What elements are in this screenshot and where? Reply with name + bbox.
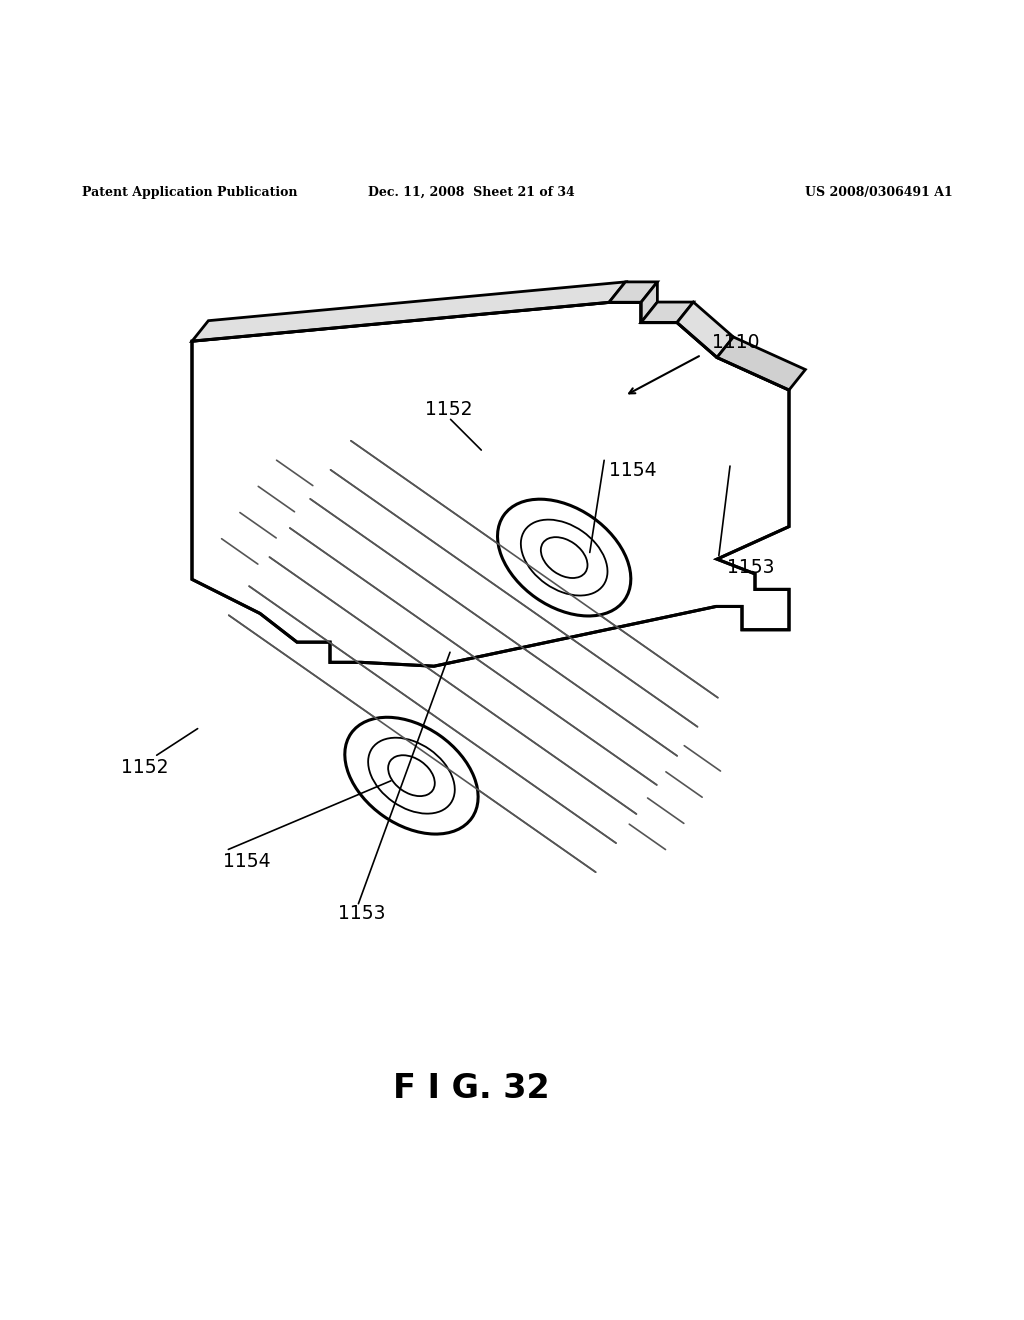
Text: Dec. 11, 2008  Sheet 21 of 34: Dec. 11, 2008 Sheet 21 of 34 (368, 186, 574, 198)
Text: 1153: 1153 (727, 558, 774, 577)
Text: F I G. 32: F I G. 32 (393, 1072, 549, 1105)
Ellipse shape (498, 499, 631, 616)
Text: 1152: 1152 (425, 400, 472, 418)
Polygon shape (677, 302, 733, 358)
Text: US 2008/0306491 A1: US 2008/0306491 A1 (805, 186, 952, 198)
Text: 1154: 1154 (223, 853, 271, 871)
Text: 1153: 1153 (338, 904, 385, 924)
Polygon shape (641, 282, 657, 322)
Polygon shape (717, 337, 806, 389)
Polygon shape (193, 282, 626, 341)
Polygon shape (193, 302, 790, 667)
Polygon shape (609, 282, 657, 302)
Polygon shape (641, 302, 693, 322)
Ellipse shape (345, 717, 478, 834)
Text: 1152: 1152 (121, 758, 168, 777)
Text: 1110: 1110 (712, 333, 759, 352)
Text: 1154: 1154 (609, 461, 657, 480)
Text: Patent Application Publication: Patent Application Publication (82, 186, 297, 198)
